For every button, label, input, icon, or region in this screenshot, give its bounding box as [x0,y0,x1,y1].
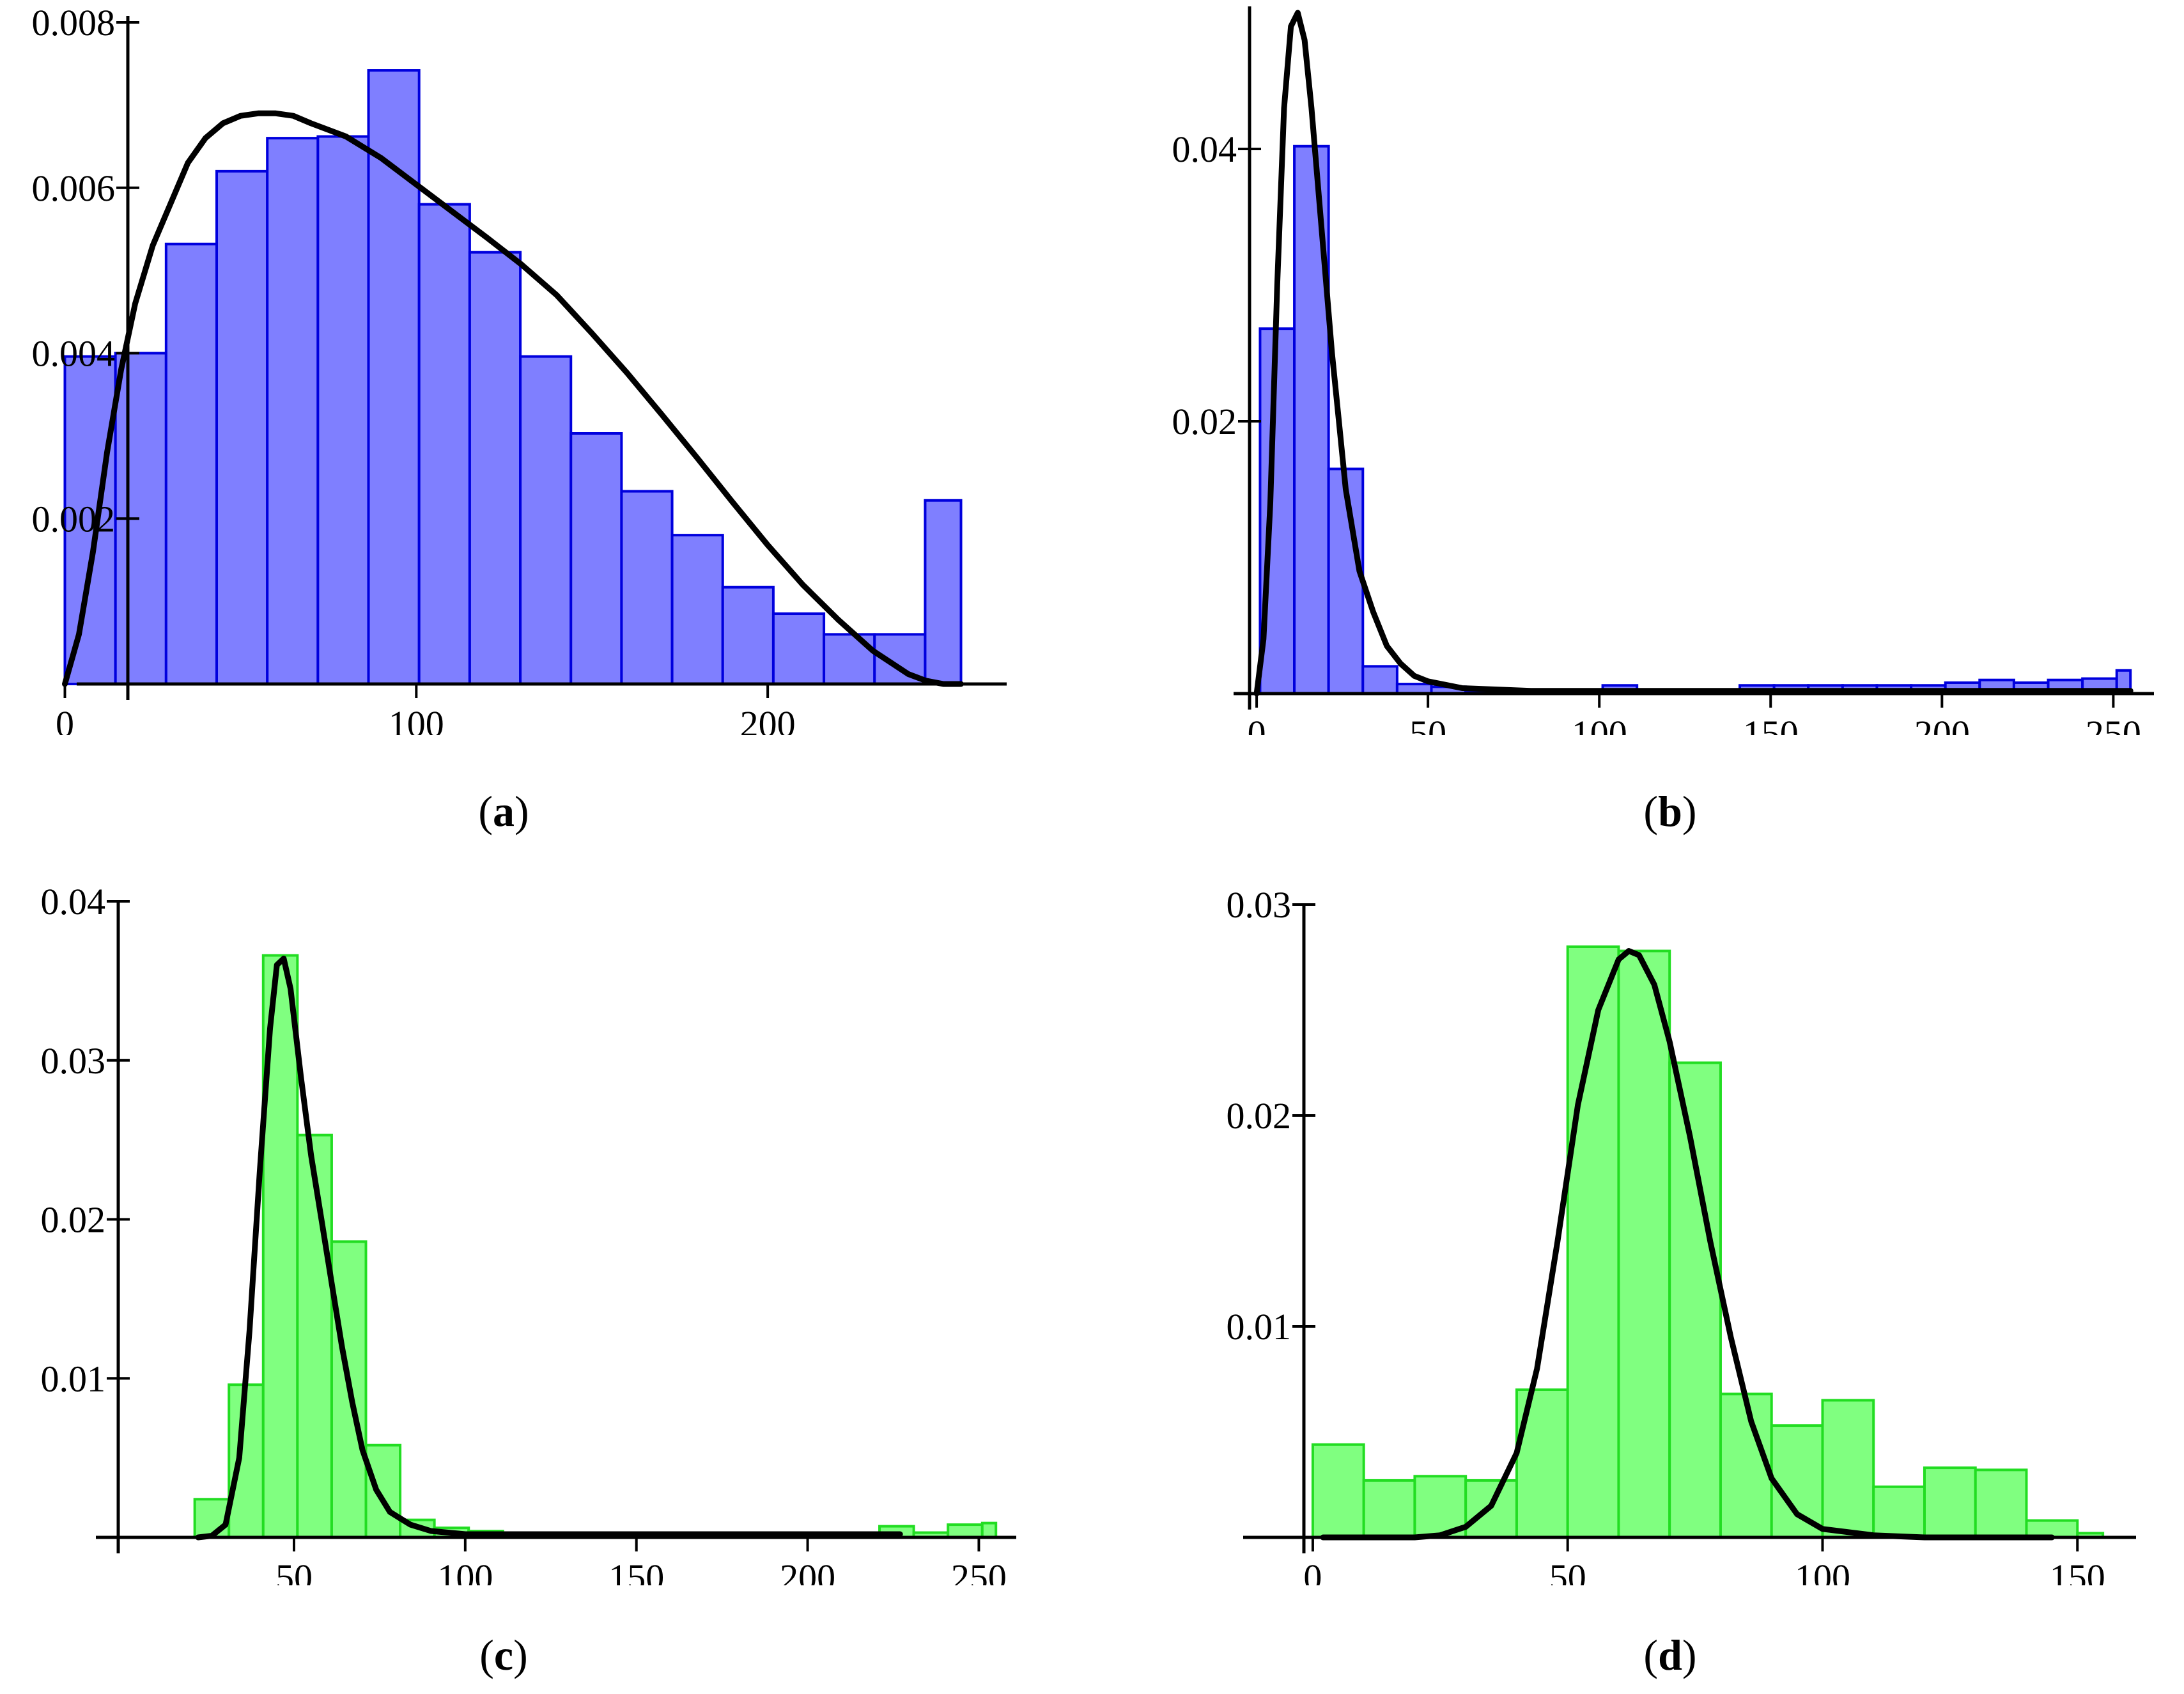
bar-a-3 [215,169,269,685]
bar-a-12 [670,534,724,685]
y-tick-label-c-1: 0.02 [41,1199,106,1241]
x-tick-label-c-3: 200 [780,1557,835,1585]
density-curve-d [1320,948,2055,1541]
chart-a: 0 100 200 0.002 0.004 0.006 0.008 [32,2,1007,735]
bar-a-5 [316,135,370,686]
bars-b [1259,144,2132,695]
bar-d-13 [1974,1468,2028,1539]
y-tick-label-c-2: 0.03 [41,1040,106,1082]
x-tick-label-d-3: 150 [2050,1557,2105,1585]
bar-d-8 [1719,1392,1773,1539]
y-tick-label-b-0: 0.02 [1172,401,1237,442]
x-tick-label-a-0: 0 [56,703,74,735]
y-tick-label-b-1: 0.04 [1172,128,1237,170]
caption-d: (d) [1643,1631,1697,1679]
x-tick-label-b-3: 150 [1743,713,1799,735]
bar-d-7 [1668,1061,1722,1539]
x-tick-label-c-4: 250 [951,1557,1007,1585]
y-tick-label-a-0: 0.002 [32,498,116,540]
bar-d-12 [1923,1466,1977,1539]
density-curve-a [62,110,964,687]
x-tick-label-b-4: 200 [1914,713,1970,735]
chart-panel-a: 0 100 200 0.002 0.004 0.006 0.008 [0,0,1055,735]
y-tick-label-d-2: 0.03 [1227,884,1292,926]
chart-panel-b: 0 50 100 150 200 250 0.02 0.04 [1106,0,2184,735]
bar-a-4 [266,137,320,685]
x-tick-label-b-1: 50 [1409,713,1446,735]
x-tick-label-b-5: 250 [2086,713,2141,735]
x-tick-label-d-0: 0 [1303,1557,1322,1585]
density-curve-b [1253,10,2134,697]
bar-c-23 [980,1521,998,1539]
bar-d-9 [1770,1424,1824,1539]
x-tick-label-a-2: 200 [740,703,796,735]
x-tick-label-b-2: 100 [1572,713,1627,735]
bar-a-11 [620,490,674,686]
bar-b-3 [1361,665,1398,695]
x-tick-label-b-0: 0 [1248,713,1266,735]
bar-a-10 [569,431,623,686]
bar-d-10 [1821,1399,1875,1539]
bar-a-2 [164,242,219,686]
bar-c-5 [364,1443,402,1539]
bars-c [193,954,998,1539]
bar-c-22 [947,1523,984,1539]
x-tick-label-c-1: 100 [437,1557,493,1585]
y-tick-label-d-0: 0.01 [1227,1306,1292,1348]
chart-panel-d: 0 50 100 150 0.01 0.02 0.03 [1106,844,2184,1585]
caption-c: (c) [479,1631,528,1679]
bar-d-6 [1617,949,1671,1539]
x-tick-label-d-1: 50 [1549,1557,1586,1585]
bar-d-11 [1872,1485,1926,1539]
bar-d-1 [1362,1479,1416,1539]
bars-a [63,69,963,686]
x-tick-label-c-0: 50 [275,1557,313,1585]
bar-d-0 [1311,1443,1365,1539]
chart-panel-c: 50 100 150 200 250 0.01 0.02 0.03 0.04 [0,844,1055,1585]
bar-c-3 [296,1133,333,1539]
density-curve-c [195,956,903,1541]
bar-c-0 [193,1498,231,1539]
bar-a-13 [721,586,775,685]
bar-a-7 [417,203,471,685]
bar-a-17 [924,499,963,685]
caption-b: (b) [1643,787,1697,835]
bar-a-6 [367,69,421,686]
y-tick-label-a-3: 0.008 [32,2,116,43]
bar-a-0 [63,355,117,685]
bar-a-9 [519,355,573,685]
x-tick-label-c-2: 150 [608,1557,664,1585]
y-tick-label-c-0: 0.01 [41,1358,106,1399]
chart-d: 0 50 100 150 0.01 0.02 0.03 [1227,884,2136,1585]
x-tick-label-a-1: 100 [389,703,444,735]
bar-a-14 [771,612,826,685]
x-tick-label-d-2: 100 [1795,1557,1850,1585]
bar-a-8 [468,251,522,686]
y-tick-label-d-1: 0.02 [1227,1095,1292,1137]
y-tick-label-a-2: 0.006 [32,167,116,209]
chart-c: 50 100 150 200 250 0.01 0.02 0.03 0.04 [41,881,1016,1585]
y-tick-label-c-3: 0.04 [41,881,106,922]
y-tick-label-a-1: 0.004 [32,333,116,375]
chart-b: 0 50 100 150 200 250 0.02 0.04 [1172,6,2154,735]
caption-a: (a) [478,787,529,835]
